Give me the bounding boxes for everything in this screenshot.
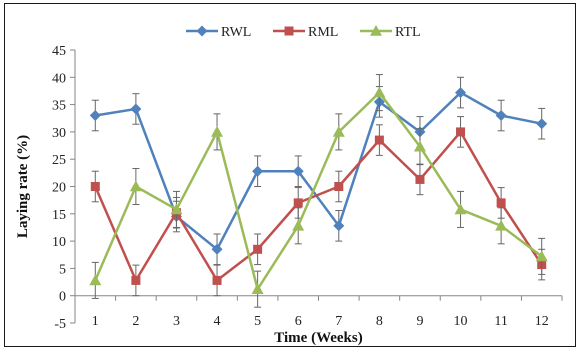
data-point-rwl [211, 243, 223, 255]
data-point-rtl [413, 140, 426, 152]
data-point-rwl [495, 110, 507, 122]
x-tick-label: 12 [535, 314, 549, 329]
y-tick-label: 30 [52, 126, 66, 141]
data-point-rtl [373, 86, 386, 98]
x-axis-title: Time (Weeks) [274, 330, 362, 346]
x-tick-label: 11 [494, 314, 507, 329]
series-rml [90, 116, 547, 297]
data-point-rml [90, 182, 100, 191]
series-rtl [89, 74, 548, 308]
data-point-rtl [332, 125, 345, 137]
legend-marker-rwl [196, 25, 208, 37]
x-tick-label: 1 [92, 314, 99, 329]
series-line-rml [94, 130, 543, 282]
x-tick-label: 2 [132, 314, 139, 329]
legend-marker-rtl [370, 25, 382, 36]
y-tick-label: 40 [52, 71, 66, 86]
chart-plot [89, 74, 548, 308]
y-tick-label: -5 [54, 317, 66, 332]
data-point-rtl [129, 180, 142, 192]
y-tick-label: 10 [52, 235, 66, 250]
data-point-rml [253, 244, 263, 254]
y-tick-label: 25 [52, 153, 66, 168]
x-tick-label: 9 [416, 314, 423, 329]
y-tick-label: 45 [52, 44, 66, 59]
y-axis-title: Laying rate (%) [15, 135, 31, 238]
y-tick-label: 35 [52, 99, 66, 114]
y-tick-label: 0 [59, 290, 66, 305]
x-tick-label: 7 [335, 314, 342, 329]
legend-label-rtl: RTL [395, 25, 421, 40]
x-tick-label: 3 [173, 314, 180, 329]
data-point-rml [131, 275, 141, 285]
chart-figure: -5 0 5 10 15 20 25 30 35 40 45 1 2 3 4 5 6 7 8 9 10 11 12 Time … [4, 3, 576, 347]
legend-marker-rml [284, 26, 294, 36]
y-tick-label: 15 [52, 208, 66, 223]
data-point-rml [496, 198, 506, 208]
data-point-rml [374, 135, 384, 145]
data-point-rwl [252, 165, 264, 177]
data-point-rwl [455, 87, 467, 99]
legend-label-rml: RML [308, 25, 338, 40]
legend-label-rwl: RWL [221, 25, 251, 40]
x-tick-label: 8 [376, 314, 383, 329]
data-point-rwl [333, 220, 345, 232]
data-point-rwl [89, 110, 101, 122]
x-tick-label: 10 [454, 314, 468, 329]
data-point-rtl [454, 203, 467, 215]
data-point-rwl [536, 118, 548, 130]
legend-item-rml: RML [273, 25, 338, 40]
data-point-rtl [170, 203, 183, 215]
chart-legend: RWL RML RTL [186, 25, 421, 40]
data-point-rml [415, 174, 425, 184]
data-point-rml [212, 275, 222, 285]
legend-item-rtl: RTL [360, 25, 421, 40]
data-point-rml [334, 182, 344, 191]
data-point-rtl [211, 125, 224, 137]
series-line-rwl [95, 91, 542, 251]
data-point-rml [293, 198, 303, 208]
series-line-rtl [94, 91, 543, 291]
y-tick-label: 20 [52, 181, 66, 196]
series-rwl [89, 76, 548, 266]
data-point-rtl [535, 250, 548, 262]
data-point-rtl [495, 219, 508, 231]
data-point-rtl [89, 274, 102, 286]
data-point-rml [456, 127, 466, 137]
data-point-rtl [292, 219, 305, 231]
x-tick-label: 4 [214, 314, 221, 329]
data-point-rtl [251, 283, 264, 294]
x-tick-label: 5 [254, 314, 261, 329]
x-tick-label: 6 [295, 314, 302, 329]
y-tick-label: 5 [59, 262, 66, 277]
legend-item-rwl: RWL [186, 25, 251, 40]
data-point-rwl [292, 165, 304, 177]
data-point-rwl [130, 103, 142, 115]
